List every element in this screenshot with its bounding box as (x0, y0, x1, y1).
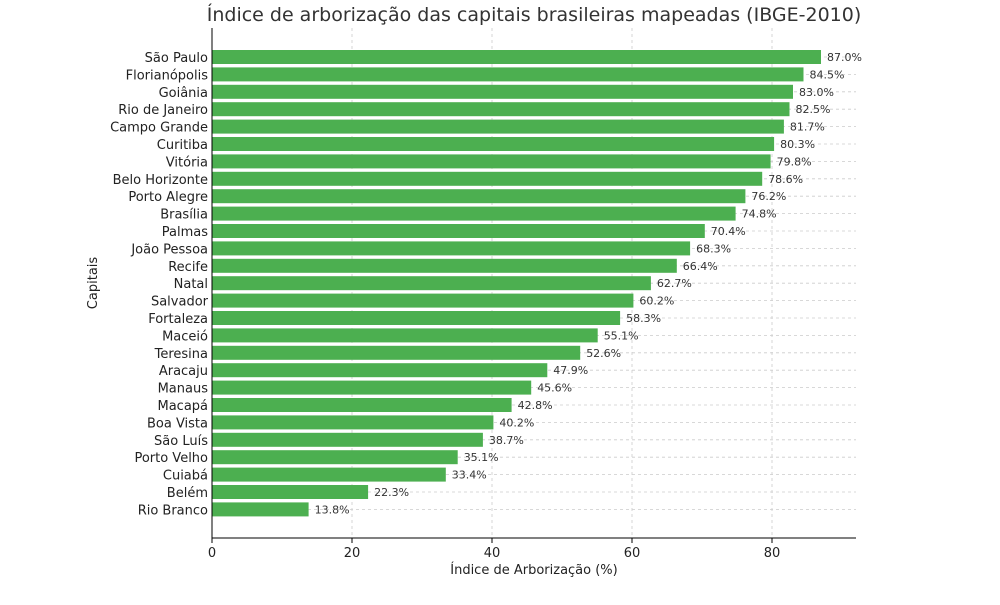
data-label-4: 81.7% (790, 121, 825, 134)
x-tick-label-3: 60 (624, 546, 641, 561)
data-label-14: 60.2% (639, 295, 674, 308)
data-label-10: 70.4% (711, 225, 746, 238)
category-label-0: São Paulo (145, 51, 208, 66)
bar-8 (212, 189, 746, 204)
category-label-11: João Pessoa (130, 242, 208, 257)
data-label-25: 22.3% (374, 486, 409, 499)
x-axis-label: Índice de Arborização (%) (450, 562, 617, 578)
data-labels: 87.0% 84.5% 83.0% 82.5% 81.7% 80.3% 79.8% 78.6%… (315, 51, 862, 516)
category-label-1: Florianópolis (126, 68, 209, 83)
category-labels: São Paulo Florianópolis Goiânia Rio de Jane… (110, 51, 209, 518)
bar-11 (212, 241, 691, 256)
category-label-6: Vitória (166, 155, 208, 170)
x-tick-label-1: 20 (344, 546, 361, 561)
category-label-21: Boa Vista (147, 416, 208, 431)
bar-23 (212, 450, 458, 465)
category-label-26: Rio Branco (138, 503, 208, 518)
bar-5 (212, 137, 775, 151)
category-label-3: Rio de Janeiro (118, 103, 208, 118)
category-label-18: Aracaju (159, 364, 208, 379)
bar-2 (212, 84, 793, 99)
x-tick-label-4: 80 (764, 546, 781, 561)
data-label-16: 55.1% (604, 329, 639, 342)
data-label-6: 79.8% (777, 155, 812, 168)
bar-25 (212, 485, 369, 499)
bar-6 (212, 154, 771, 169)
category-label-10: Palmas (162, 225, 208, 240)
bar-24 (212, 467, 446, 482)
category-label-14: Salvador (151, 295, 209, 310)
category-label-8: Porto Alegre (128, 190, 208, 205)
data-label-17: 52.6% (586, 347, 621, 360)
bar-10 (212, 224, 705, 238)
data-label-22: 38.7% (489, 434, 524, 447)
bar-18 (212, 363, 548, 378)
category-label-22: São Luís (154, 434, 208, 449)
data-label-13: 62.7% (657, 277, 692, 290)
bar-15 (212, 311, 621, 325)
category-label-12: Recife (168, 260, 208, 275)
data-label-5: 80.3% (780, 138, 815, 151)
data-label-8: 76.2% (751, 190, 786, 203)
bar-21 (212, 415, 494, 430)
chart-title: Índice de arborização das capitais brasi… (207, 3, 862, 26)
data-label-12: 66.4% (683, 260, 718, 273)
data-label-0: 87.0% (827, 51, 862, 64)
data-label-9: 74.8% (742, 208, 777, 221)
category-label-17: Teresina (154, 347, 208, 362)
category-label-13: Natal (174, 277, 208, 292)
data-label-15: 58.3% (626, 312, 661, 325)
data-label-19: 45.6% (537, 382, 572, 395)
bar-13 (212, 276, 651, 291)
data-label-23: 35.1% (464, 451, 499, 464)
x-tick-label-2: 40 (484, 546, 501, 561)
category-label-15: Fortaleza (148, 312, 208, 327)
bar-22 (212, 432, 483, 447)
bar-9 (212, 206, 736, 221)
bar-12 (212, 258, 677, 273)
bar-17 (212, 345, 581, 360)
category-label-9: Brasília (160, 208, 208, 223)
bar-0 (212, 50, 821, 64)
bar-16 (212, 328, 598, 343)
category-label-2: Goiânia (159, 86, 208, 101)
bar-7 (212, 171, 763, 186)
data-label-20: 42.8% (518, 399, 553, 412)
bar-1 (212, 67, 804, 82)
data-label-18: 47.9% (553, 364, 588, 377)
data-label-26: 13.8% (315, 503, 350, 516)
category-label-4: Campo Grande (110, 121, 208, 136)
data-label-1: 84.5% (810, 68, 845, 81)
data-label-7: 78.6% (768, 173, 803, 186)
bar-14 (212, 293, 634, 308)
bar-19 (212, 380, 532, 395)
data-label-3: 82.5% (796, 103, 831, 116)
axes (211, 28, 856, 539)
category-label-20: Macapá (157, 399, 208, 414)
category-label-16: Maceió (162, 329, 208, 344)
x-ticks: 0 20 40 60 80 (208, 538, 780, 561)
data-label-11: 68.3% (696, 242, 731, 255)
x-tick-label-0: 0 (208, 546, 216, 561)
category-label-19: Manaus (158, 382, 209, 397)
category-label-23: Porto Velho (134, 451, 208, 466)
bar-3 (212, 102, 790, 117)
data-label-2: 83.0% (799, 86, 834, 99)
bar-4 (212, 119, 784, 134)
category-label-24: Cuiabá (163, 469, 208, 484)
bar-26 (212, 502, 309, 517)
bar-20 (212, 398, 512, 412)
category-label-5: Curitiba (157, 138, 208, 153)
bars-group (212, 50, 821, 517)
category-label-7: Belo Horizonte (113, 173, 208, 188)
category-label-25: Belém (167, 486, 208, 501)
data-label-21: 40.2% (499, 416, 534, 429)
y-axis-label: Capitais (86, 257, 101, 310)
data-label-24: 33.4% (452, 469, 487, 482)
